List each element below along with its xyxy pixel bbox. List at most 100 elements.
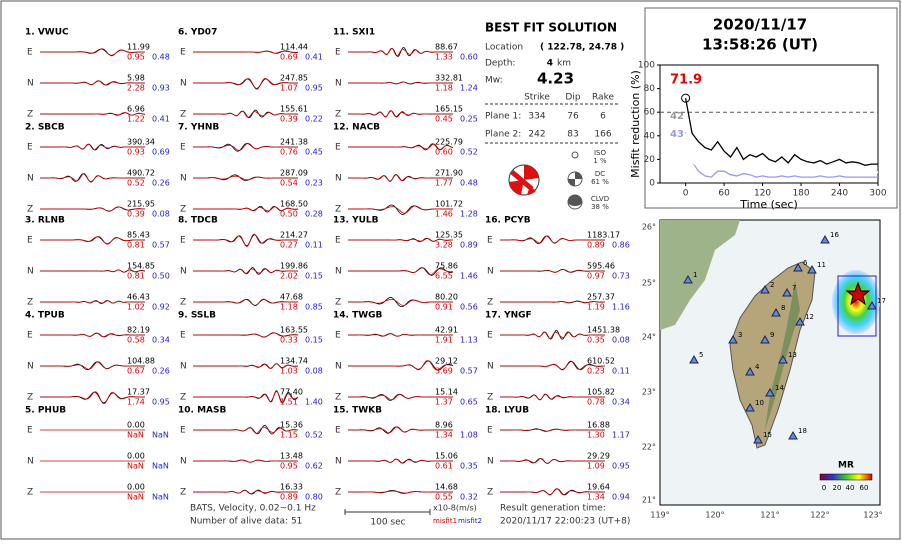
amplitude: 215.95 [127,200,155,209]
waveform-synthetic [40,300,145,304]
amplitude: 168.50 [280,200,308,209]
component-label: Z [487,298,493,308]
component-label: N [487,362,494,372]
plane-value: 242 [528,130,545,140]
misfit1: 0.50 [280,210,298,219]
component-label: Z [27,110,33,120]
unit: x10-8(m/s) [433,504,477,513]
component-label: N [180,362,187,372]
x-axis-label: Time (sec) [739,198,798,211]
component-label: E [180,426,186,436]
lon-label: 119° [650,511,669,520]
amplitude: 0.00 [127,421,145,430]
waveform-synthetic [193,50,298,54]
component-label: Z [27,393,33,403]
component-name: ISO [594,149,607,157]
waveform-synthetic [348,393,453,401]
misfit2: 0.22 [305,115,323,124]
amplitude: 29.29 [587,452,610,461]
station-marker [760,334,770,344]
mw: 4.23 [537,70,574,88]
misfit1: 0.81 [127,241,145,250]
x-tick-label: 60 [718,189,730,199]
misfit1: 0.39 [280,115,298,124]
mr-field [832,270,880,334]
misfit1-legend: misfit1 [433,517,457,525]
amplitude: 85.43 [127,231,150,240]
misfit1: 1.19 [587,303,605,312]
amplitude: 47.68 [280,293,303,302]
misfit2: 0.34 [152,336,170,345]
misfit1: NaN [127,493,144,502]
x-tick-label: 240 [831,189,848,199]
misfit1: 0.95 [127,53,145,62]
map: 12345678910111213141516171826°25°24°23°2… [642,219,886,520]
mw-label: Mw: [485,76,503,86]
lon-label: 122° [810,511,829,520]
station-label: 18. LYUB [485,406,529,416]
annotation: 71.9 [670,73,702,88]
component-label: E [27,48,33,58]
misfit1: 1.34 [435,431,453,440]
annotation: 42 [670,111,684,122]
depth-label: Depth: [485,59,515,69]
waveform-synthetic [500,235,605,244]
station-marker [795,316,805,326]
component-label: E [335,48,341,58]
amplitude: 16.33 [280,483,303,492]
misfit1: 0.89 [280,493,298,502]
station-number: 13 [788,351,797,359]
amplitude: 105.82 [587,388,615,397]
waveform-synthetic [193,268,298,274]
misfit1: 0.67 [127,367,145,376]
misfit2: 0.34 [612,398,630,407]
component-label: E [335,426,341,436]
station-number: 12 [805,313,814,321]
station-label: 15. TWKB [333,406,382,416]
misfit1: 0.55 [435,493,453,502]
waveform-synthetic [348,81,453,85]
misfit2: 1.17 [612,431,630,440]
waveform-synthetic [348,458,453,464]
component-label: N [180,267,187,277]
china-coast [660,220,740,330]
amplitude: 101.72 [435,200,463,209]
misfit1: 1.74 [127,398,145,407]
waveform-synthetic [348,426,453,434]
misfit2: 0.26 [152,367,170,376]
misfit1: 1.46 [435,210,453,219]
station-number: 5 [699,351,703,359]
component-label: N [27,79,34,89]
misfit1: 0.52 [127,179,145,188]
amplitude: 8.96 [435,421,453,430]
y-tick-label: 0 [649,179,655,189]
component-label: E [487,236,493,246]
station-number: 8 [781,304,785,312]
amplitude: 82.19 [127,326,150,335]
misfit2: 1.40 [305,398,323,407]
waveform-synthetic [193,390,299,404]
beachball-fill [510,170,534,191]
plane-value: 166 [594,130,611,140]
station-marker [820,234,830,244]
waveform-synthetic [193,426,299,434]
station-marker [689,354,699,364]
misfit2: 0.95 [152,398,170,407]
series-line [684,133,878,174]
station-label: 12. NACB [333,123,380,133]
misfit2: NaN [152,462,169,471]
station-number: 2 [770,281,774,289]
waveform-synthetic [40,332,145,338]
component-name: CLVD [591,195,609,203]
amplitude: 225.79 [435,138,463,147]
component-label: Z [180,298,186,308]
component-label: Z [180,110,186,120]
dc-icon [568,172,582,186]
component-percent: 61 % [591,178,609,186]
component-label: N [487,267,494,277]
station-label: 2. SBCB [25,123,65,133]
waveform-synthetic [500,360,606,371]
amplitude: 610.52 [587,357,615,366]
station-marker [728,334,738,344]
x-tick-label: 0 [683,189,689,199]
